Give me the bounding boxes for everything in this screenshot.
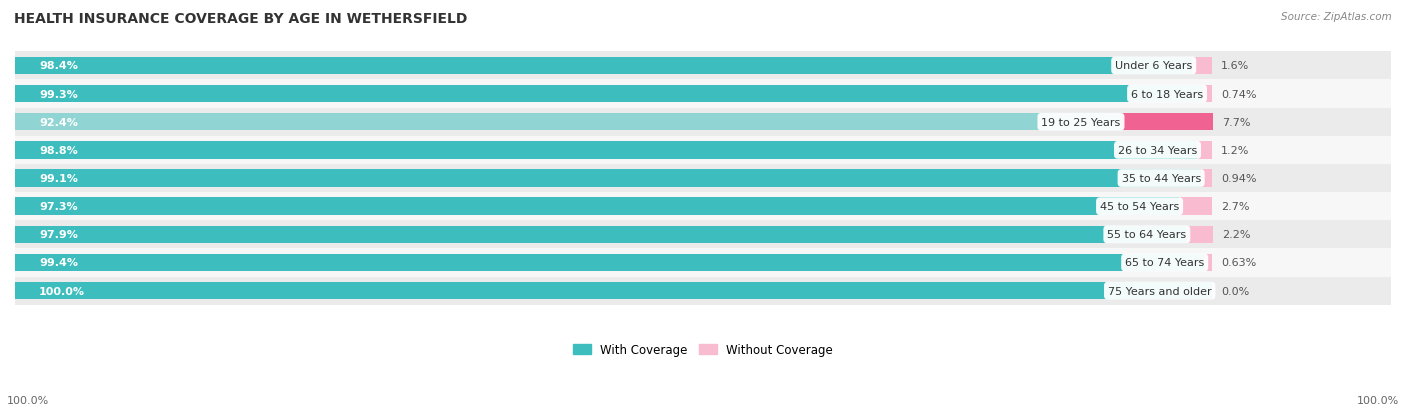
Text: 92.4%: 92.4%	[39, 117, 77, 128]
Bar	[15, 108, 1391, 136]
Text: 99.4%: 99.4%	[39, 258, 77, 268]
Bar	[15, 221, 1391, 249]
Legend: With Coverage, Without Coverage: With Coverage, Without Coverage	[568, 338, 838, 361]
Bar	[15, 164, 1391, 192]
Bar	[15, 226, 1187, 244]
Text: 98.4%: 98.4%	[39, 61, 77, 71]
Text: 2.2%: 2.2%	[1222, 230, 1251, 240]
Bar	[15, 282, 1212, 300]
Bar	[1192, 57, 1212, 75]
Bar	[15, 192, 1391, 221]
Text: 97.9%: 97.9%	[39, 230, 77, 240]
Bar	[15, 277, 1391, 305]
Text: 6 to 18 Years: 6 to 18 Years	[1130, 89, 1204, 100]
Text: 99.1%: 99.1%	[39, 173, 77, 184]
Text: 55 to 64 Years: 55 to 64 Years	[1108, 230, 1187, 240]
Bar	[15, 198, 1180, 216]
Text: 7.7%: 7.7%	[1222, 117, 1251, 128]
Text: 2.7%: 2.7%	[1220, 202, 1250, 212]
Text: Source: ZipAtlas.com: Source: ZipAtlas.com	[1281, 12, 1392, 22]
Bar	[1180, 198, 1212, 216]
Text: 100.0%: 100.0%	[39, 286, 84, 296]
Bar	[15, 249, 1391, 277]
Text: 0.74%: 0.74%	[1222, 89, 1257, 100]
Bar	[1204, 85, 1212, 103]
Text: 1.2%: 1.2%	[1220, 145, 1250, 156]
Text: 75 Years and older: 75 Years and older	[1108, 286, 1212, 296]
Text: Under 6 Years: Under 6 Years	[1115, 61, 1192, 71]
Text: 0.0%: 0.0%	[1220, 286, 1250, 296]
Text: 26 to 34 Years: 26 to 34 Years	[1118, 145, 1197, 156]
Bar	[1197, 142, 1212, 159]
Text: 100.0%: 100.0%	[1357, 395, 1399, 405]
Text: 35 to 44 Years: 35 to 44 Years	[1122, 173, 1201, 184]
Text: 1.6%: 1.6%	[1220, 61, 1250, 71]
Text: 65 to 74 Years: 65 to 74 Years	[1125, 258, 1205, 268]
Bar	[15, 57, 1192, 75]
Bar	[15, 52, 1391, 80]
Bar	[15, 254, 1205, 272]
Text: 99.3%: 99.3%	[39, 89, 77, 100]
Text: 98.8%: 98.8%	[39, 145, 77, 156]
Text: 0.94%: 0.94%	[1222, 173, 1257, 184]
Bar	[15, 136, 1391, 164]
Bar	[1201, 170, 1212, 188]
Text: 0.63%: 0.63%	[1222, 258, 1257, 268]
Text: 19 to 25 Years: 19 to 25 Years	[1042, 117, 1121, 128]
Text: 45 to 54 Years: 45 to 54 Years	[1099, 202, 1180, 212]
Bar	[15, 114, 1121, 131]
Bar	[15, 142, 1197, 159]
Text: 100.0%: 100.0%	[7, 395, 49, 405]
Text: HEALTH INSURANCE COVERAGE BY AGE IN WETHERSFIELD: HEALTH INSURANCE COVERAGE BY AGE IN WETH…	[14, 12, 467, 26]
Bar	[1205, 254, 1212, 272]
Bar	[15, 85, 1204, 103]
Bar	[15, 80, 1391, 108]
Text: 97.3%: 97.3%	[39, 202, 77, 212]
Bar	[15, 170, 1201, 188]
Bar	[1187, 226, 1213, 244]
Bar	[1121, 114, 1213, 131]
